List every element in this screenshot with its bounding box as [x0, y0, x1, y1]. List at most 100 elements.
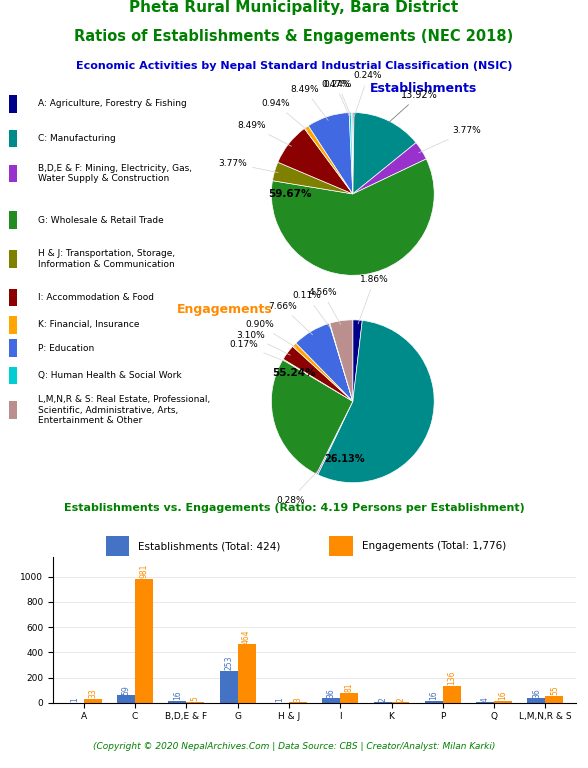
Wedge shape — [272, 162, 353, 194]
Wedge shape — [305, 126, 353, 194]
Wedge shape — [296, 323, 353, 401]
Wedge shape — [318, 320, 434, 483]
Text: 13.92%: 13.92% — [389, 90, 437, 123]
Bar — [9, 250, 17, 268]
Bar — [9, 211, 17, 229]
Bar — [9, 316, 17, 333]
Text: 2: 2 — [378, 697, 387, 702]
Text: G: Wholesale & Retail Trade: G: Wholesale & Retail Trade — [38, 216, 164, 225]
Bar — [527, 698, 546, 703]
Text: 16: 16 — [429, 690, 439, 700]
Bar — [135, 579, 153, 703]
Text: 7.66%: 7.66% — [268, 302, 313, 335]
Text: 464: 464 — [242, 629, 251, 644]
Bar — [9, 289, 17, 306]
Text: 55: 55 — [550, 685, 559, 695]
Text: H & J: Transportation, Storage,
Information & Communication: H & J: Transportation, Storage, Informat… — [38, 250, 175, 269]
Text: Engagements (Total: 1,776): Engagements (Total: 1,776) — [362, 541, 506, 551]
Text: 981: 981 — [139, 564, 149, 578]
Text: (Copyright © 2020 NepalArchives.Com | Data Source: CBS | Creator/Analyst: Milan : (Copyright © 2020 NepalArchives.Com | Da… — [93, 742, 495, 750]
Text: 1: 1 — [275, 697, 285, 702]
Text: 8.49%: 8.49% — [238, 121, 292, 147]
Wedge shape — [353, 112, 354, 194]
Text: P: Education: P: Education — [38, 343, 95, 353]
Text: I: Accommodation & Food: I: Accommodation & Food — [38, 293, 154, 303]
Text: 0.24%: 0.24% — [323, 80, 352, 117]
Text: B,D,E & F: Mining, Electricity, Gas,
Water Supply & Construction: B,D,E & F: Mining, Electricity, Gas, Wat… — [38, 164, 192, 184]
Text: Pheta Rural Municipality, Bara District: Pheta Rural Municipality, Bara District — [129, 0, 459, 15]
Wedge shape — [283, 359, 353, 401]
Text: 2: 2 — [396, 697, 405, 702]
Bar — [425, 700, 443, 703]
Bar — [329, 536, 353, 556]
Text: 81: 81 — [345, 683, 354, 692]
Text: 36: 36 — [327, 688, 336, 697]
Wedge shape — [283, 346, 353, 401]
Text: 4: 4 — [480, 697, 490, 702]
Text: 1: 1 — [70, 697, 79, 702]
Text: Establishments: Establishments — [370, 82, 477, 94]
Text: 59: 59 — [122, 685, 131, 694]
Wedge shape — [308, 113, 353, 194]
Wedge shape — [353, 143, 426, 194]
Text: 0.28%: 0.28% — [276, 471, 318, 505]
Text: 136: 136 — [447, 670, 456, 685]
Wedge shape — [353, 319, 362, 401]
Bar — [168, 700, 186, 703]
Wedge shape — [278, 128, 353, 194]
Text: 36: 36 — [532, 688, 541, 697]
Text: Establishments (Total: 424): Establishments (Total: 424) — [138, 541, 280, 551]
Text: 4.56%: 4.56% — [309, 288, 341, 325]
Text: 8.49%: 8.49% — [290, 84, 328, 121]
Wedge shape — [353, 113, 416, 194]
Bar — [9, 402, 17, 419]
Text: L,M,N,R & S: Real Estate, Professional,
Scientific, Administrative, Arts,
Entert: L,M,N,R & S: Real Estate, Professional, … — [38, 396, 211, 425]
Bar — [117, 695, 135, 703]
Text: 253: 253 — [224, 656, 233, 670]
Text: 3.77%: 3.77% — [419, 127, 482, 153]
Bar — [546, 696, 563, 703]
Wedge shape — [352, 112, 353, 194]
Text: 33: 33 — [88, 688, 97, 698]
Text: Q: Human Health & Social Work: Q: Human Health & Social Work — [38, 371, 182, 380]
Wedge shape — [316, 401, 353, 475]
Bar — [9, 130, 17, 147]
Text: 3: 3 — [293, 697, 302, 702]
Wedge shape — [272, 159, 434, 275]
Bar — [83, 699, 102, 703]
Text: 0.90%: 0.90% — [245, 320, 296, 348]
Text: 26.13%: 26.13% — [325, 454, 365, 464]
Wedge shape — [293, 343, 353, 401]
Text: K: Financial, Insurance: K: Financial, Insurance — [38, 320, 140, 329]
Wedge shape — [272, 360, 353, 474]
Wedge shape — [329, 323, 353, 401]
Text: Ratios of Establishments & Engagements (NEC 2018): Ratios of Establishments & Engagements (… — [74, 28, 514, 44]
Bar — [106, 536, 129, 556]
Text: 5: 5 — [191, 697, 200, 701]
Text: 0.94%: 0.94% — [262, 99, 308, 131]
Text: Establishments vs. Engagements (Ratio: 4.19 Persons per Establishment): Establishments vs. Engagements (Ratio: 4… — [64, 503, 524, 513]
Text: 0.24%: 0.24% — [354, 71, 382, 117]
Text: A: Agriculture, Forestry & Fishing: A: Agriculture, Forestry & Fishing — [38, 99, 187, 108]
Text: 0.17%: 0.17% — [230, 340, 286, 362]
Text: 16: 16 — [173, 690, 182, 700]
Bar — [9, 165, 17, 182]
Wedge shape — [330, 319, 353, 401]
Bar — [220, 670, 238, 703]
Bar — [238, 644, 256, 703]
Bar — [9, 339, 17, 357]
Bar — [494, 700, 512, 703]
Text: Economic Activities by Nepal Standard Industrial Classification (NSIC): Economic Activities by Nepal Standard In… — [76, 61, 512, 71]
Text: 1.86%: 1.86% — [358, 275, 389, 324]
Text: C: Manufacturing: C: Manufacturing — [38, 134, 116, 143]
Bar — [9, 95, 17, 113]
Text: 3.10%: 3.10% — [236, 331, 290, 355]
Text: 59.67%: 59.67% — [269, 189, 312, 199]
Bar — [340, 693, 358, 703]
Bar — [443, 686, 461, 703]
Bar — [322, 698, 340, 703]
Text: 0.11%: 0.11% — [293, 292, 330, 327]
Text: Engagements: Engagements — [176, 303, 272, 316]
Text: 16: 16 — [499, 690, 507, 700]
Text: 3.77%: 3.77% — [219, 159, 278, 173]
